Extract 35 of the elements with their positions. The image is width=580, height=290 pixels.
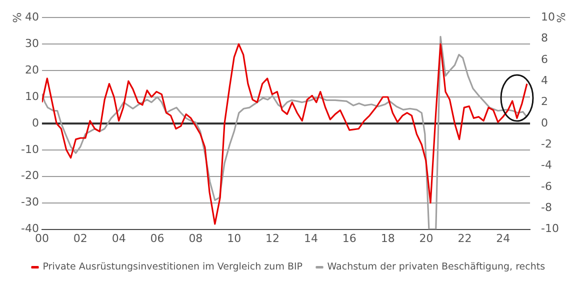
y-tick-label: 30 bbox=[24, 36, 39, 50]
x-tick-label: 22 bbox=[458, 232, 472, 245]
y-tick-label: 20 bbox=[24, 63, 39, 76]
x-tick-label: 06 bbox=[150, 232, 164, 245]
x-tick-label: 14 bbox=[304, 232, 318, 245]
x-tick-label: 16 bbox=[342, 232, 356, 245]
x-tick-label: 20 bbox=[419, 232, 434, 245]
y-tick-label: -20 bbox=[21, 169, 39, 182]
y2-tick-label: -8 bbox=[541, 200, 552, 214]
x-tick-label: 08 bbox=[188, 232, 203, 245]
y2-tick-label: -6 bbox=[541, 180, 552, 193]
y2-axis-title: % bbox=[554, 12, 568, 23]
y2-tick-label: -10 bbox=[541, 222, 559, 236]
y2-tick-label: -4 bbox=[541, 158, 552, 172]
x-tick-label: 10 bbox=[227, 232, 242, 245]
y2-tick-label: 2 bbox=[541, 95, 548, 108]
y2-tick-label: 8 bbox=[541, 32, 548, 45]
y2-tick-label: 10 bbox=[541, 10, 556, 24]
y-tick-label: 10 bbox=[24, 90, 39, 103]
x-tick-label: 24 bbox=[496, 232, 510, 245]
y2-tick-label: 0 bbox=[541, 116, 548, 130]
y-tick-label: -30 bbox=[21, 196, 39, 209]
y-tick-label: 40 bbox=[24, 10, 39, 24]
x-tick-label: 04 bbox=[112, 232, 126, 245]
legend-label: Private Ausrüstungsinvestitionen im Vergleich zum BIP bbox=[42, 262, 303, 273]
legend-label: Wachstum der privaten Beschäftigung, rechts bbox=[327, 262, 546, 273]
y2-tick-label: -2 bbox=[541, 137, 552, 150]
x-tick-label: 02 bbox=[73, 232, 88, 245]
y-tick-label: -10 bbox=[21, 142, 39, 156]
y-axis-title: % bbox=[10, 12, 24, 23]
y2-tick-label: 4 bbox=[541, 74, 548, 87]
y2-tick-label: 6 bbox=[541, 52, 548, 66]
x-tick-label: 18 bbox=[380, 232, 395, 245]
x-tick-label: 12 bbox=[266, 232, 280, 245]
y-tick-label: 0 bbox=[32, 116, 39, 130]
